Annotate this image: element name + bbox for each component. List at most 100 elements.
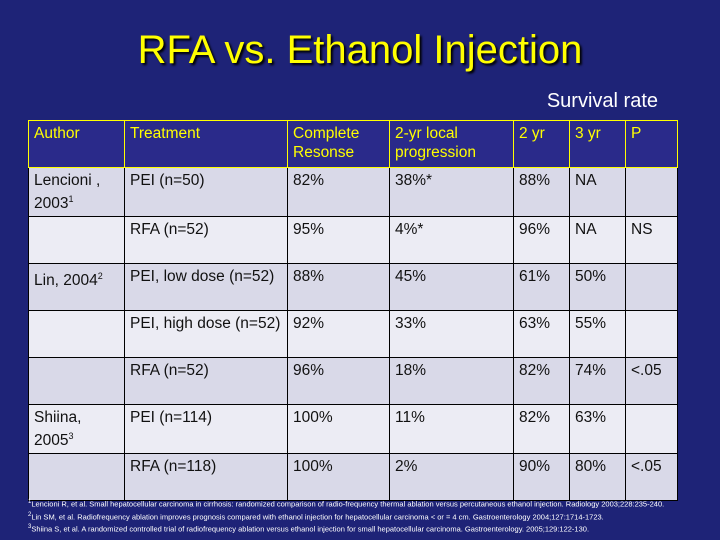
local-progression-cell-text: 38%* [395, 172, 433, 189]
complete-response-cell: 82% [287, 166, 390, 218]
table-row: RFA (n=52) 95% 4%* 96% NA NS [28, 216, 678, 265]
table-row: Shiina, 20053 PEI (n=114) 100% 11% 82% 63% [28, 404, 678, 455]
treatment-cell-text: PEI, low dose (n=52) [130, 268, 275, 286]
p-value-cell: <.05 [625, 357, 678, 406]
table-row: RFA (n=52) 96% 18% 82% 74% <.05 [28, 357, 678, 406]
treatment-cell: PEI, high dose (n=52) [124, 310, 288, 359]
survival-2yr-cell: 88% [513, 166, 570, 218]
survival-2yr-cell: 96% [513, 216, 570, 265]
header-2yr: 2 yr [513, 120, 570, 168]
header-treatment: Treatment [124, 120, 288, 168]
survival-2yr-cell: 82% [513, 404, 570, 455]
author-cell: Shiina, 20053 [28, 404, 125, 455]
survival-2yr-cell-text: 96% [519, 221, 551, 239]
header-author: Author [28, 120, 125, 168]
survival-2yr-cell: 90% [513, 453, 570, 502]
author-cell [28, 453, 125, 502]
survival-3yr-cell: NA [569, 166, 626, 218]
p-value-cell-text: <.05 [631, 362, 662, 380]
survival-3yr-cell-text: 74% [575, 362, 607, 380]
author-cell [28, 310, 125, 359]
header-3yr: 3 yr [569, 120, 626, 168]
local-progression-cell-text: 4%* [395, 221, 424, 239]
p-value-cell [625, 310, 678, 359]
treatment-cell-text: RFA (n=52) [130, 362, 209, 380]
p-value-cell-text: NS [631, 221, 653, 239]
complete-response-cell-text: 100% [293, 458, 333, 476]
local-progression-cell: 38%* [389, 166, 514, 218]
citation-ref: 2 [97, 271, 103, 282]
treatment-cell-text: RFA (n=52) [130, 221, 209, 239]
p-value-cell-text: <.05 [631, 458, 662, 476]
local-progression-cell: 4%* [389, 216, 514, 265]
p-value-cell: NS [625, 216, 678, 265]
survival-2yr-cell-text: 90% [519, 458, 551, 476]
complete-response-cell-text: 95% [293, 221, 325, 239]
survival-3yr-cell: 55% [569, 310, 626, 359]
author-cell-text: Lin, 2004 [34, 272, 98, 290]
footnote-text: Lin SM, et al. Radiofrequency ablation i… [31, 512, 604, 521]
treatment-cell-text: PEI (n=50) [130, 172, 205, 189]
treatment-cell: RFA (n=52) [124, 357, 288, 406]
local-progression-cell-text: 45% [395, 268, 427, 286]
author-cell: Lin, 20042 [28, 263, 125, 312]
citation-ref: 3 [68, 431, 74, 442]
slide-subtitle: Survival rate [546, 90, 658, 112]
complete-response-cell: 100% [287, 404, 390, 455]
complete-response-cell-text: 82% [293, 172, 325, 189]
treatment-cell: PEI, low dose (n=52) [124, 263, 288, 312]
complete-response-cell-text: 92% [293, 315, 325, 333]
survival-2yr-cell-text: 88% [519, 172, 551, 189]
survival-3yr-cell-text: NA [575, 172, 597, 189]
local-progression-cell-text: 2% [395, 458, 418, 476]
local-progression-cell: 2% [389, 453, 514, 502]
survival-3yr-cell-text: 50% [575, 268, 607, 286]
complete-response-cell: 95% [287, 216, 390, 265]
footnote-line: 3Shiina S, et al. A randomized controlle… [28, 522, 698, 535]
table-row: Lencioni , 20031 PEI (n=50) 82% 38%* 88% NA [28, 166, 678, 218]
survival-2yr-cell: 63% [513, 310, 570, 359]
survival-3yr-cell: 63% [569, 404, 626, 455]
survival-3yr-cell-text: 63% [575, 409, 607, 427]
survival-3yr-cell-text: NA [575, 221, 597, 239]
p-value-cell [625, 166, 678, 218]
footnote-number: 3 [28, 524, 32, 530]
p-value-cell [625, 263, 678, 312]
complete-response-cell-text: 100% [293, 409, 333, 427]
header-local-progression: 2-yr local progression [389, 120, 514, 168]
footnote-number: 2 [28, 511, 32, 518]
complete-response-cell: 100% [287, 453, 390, 502]
treatment-cell: PEI (n=50) [124, 166, 288, 218]
local-progression-cell: 45% [389, 263, 514, 312]
survival-3yr-cell: NA [569, 216, 626, 265]
footnote-line: 1Lencioni R, et al. Small hepatocellular… [28, 497, 698, 510]
local-progression-cell-text: 11% [395, 409, 425, 427]
treatment-cell: PEI (n=114) [124, 404, 288, 455]
p-value-cell [625, 404, 678, 455]
treatment-cell-text: PEI (n=114) [130, 409, 212, 427]
survival-3yr-cell: 50% [569, 263, 626, 312]
treatment-cell: RFA (n=52) [124, 216, 288, 265]
slide-title: RFA vs. Ethanol Injection [137, 28, 583, 72]
treatment-cell-text: RFA (n=118) [130, 458, 217, 476]
table-row: RFA (n=118) 100% 2% 90% 80% <.05 [28, 453, 678, 502]
survival-3yr-cell: 80% [569, 453, 626, 502]
author-cell-text: Shiina, 2005 [34, 409, 82, 450]
survival-2yr-cell-text: 61% [519, 268, 551, 286]
survival-3yr-cell-text: 80% [575, 458, 607, 476]
local-progression-cell-text: 33% [395, 315, 427, 333]
table-header-row: Author Treatment Complete Resonse 2-yr l… [28, 120, 678, 168]
header-complete-response: Complete Resonse [287, 120, 390, 168]
local-progression-cell-text: 18% [395, 362, 427, 380]
author-cell: Lencioni , 20031 [28, 166, 125, 218]
survival-2yr-cell-text: 82% [519, 409, 551, 427]
survival-table: Author Treatment Complete Resonse 2-yr l… [28, 120, 678, 502]
complete-response-cell: 88% [287, 263, 390, 312]
footnote-text: Lencioni R, et al. Small hepatocellular … [31, 499, 665, 509]
table-row: Lin, 20042 PEI, low dose (n=52) 88% 45% 61% 5… [28, 263, 678, 312]
survival-2yr-cell-text: 82% [519, 362, 551, 380]
survival-2yr-cell: 82% [513, 357, 570, 406]
author-cell [28, 216, 125, 265]
survival-2yr-cell: 61% [513, 263, 570, 312]
citation-ref: 1 [68, 194, 74, 204]
